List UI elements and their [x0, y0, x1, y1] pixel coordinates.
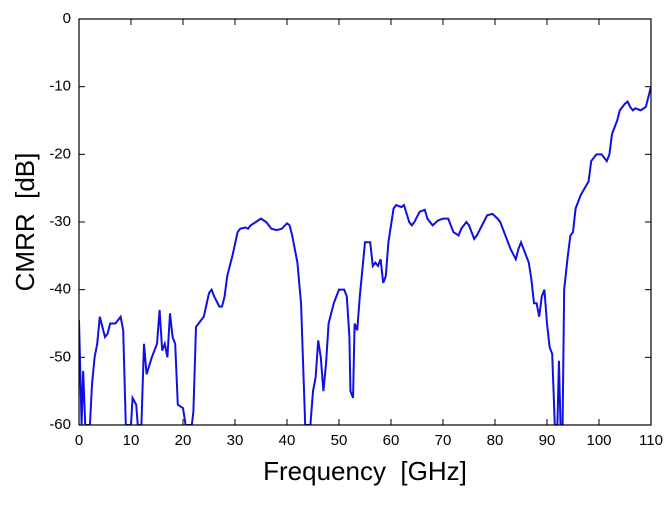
x-tick-label: 10	[123, 432, 140, 449]
x-tick-label: 60	[383, 432, 400, 449]
x-tick-label: 40	[279, 432, 296, 449]
y-tick-label: 0	[63, 10, 71, 27]
y-tick-label: -50	[49, 348, 71, 365]
data-line	[79, 86, 651, 425]
x-tick-label: 90	[539, 432, 556, 449]
x-tick-label: 100	[586, 432, 611, 449]
plot-frame	[78, 18, 652, 426]
y-tick-label: -60	[49, 416, 71, 433]
y-tick-label: -20	[49, 145, 71, 162]
x-tick-label: 70	[435, 432, 452, 449]
x-tick-label: 20	[175, 432, 192, 449]
x-tick-label: 0	[75, 432, 83, 449]
y-tick-label: -30	[49, 213, 71, 230]
x-tick-label: 110	[639, 432, 663, 449]
x-tick-label: 80	[487, 432, 504, 449]
y-axis-label: CMRR [dB]	[10, 153, 40, 292]
y-tick-label: -10	[49, 78, 71, 95]
x-tick-label: 50	[331, 432, 348, 449]
y-tick-label: -40	[49, 281, 71, 298]
x-axis-label: Frequency [GHz]	[263, 456, 467, 486]
x-tick-label: 30	[227, 432, 244, 449]
